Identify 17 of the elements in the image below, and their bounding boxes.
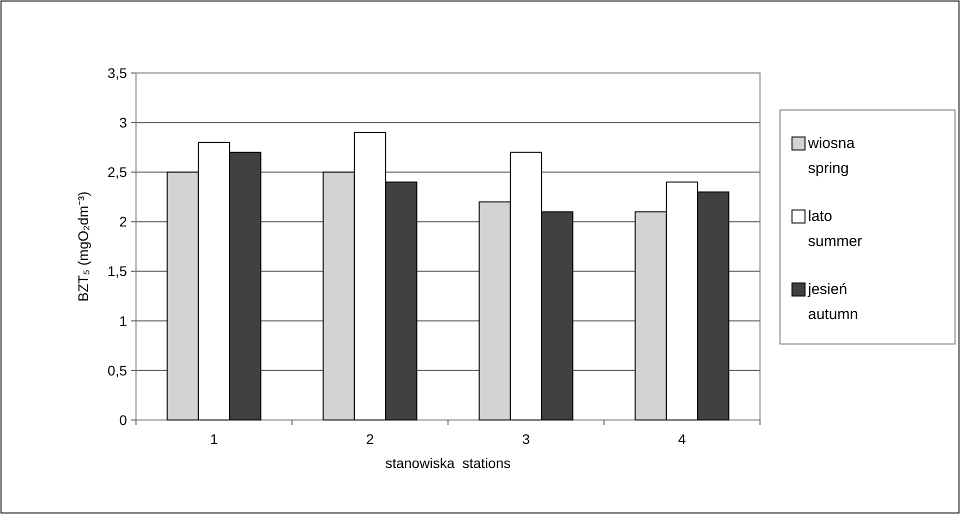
x-tick-label: 2 [366, 431, 374, 447]
legend-label: jesień autumn [807, 281, 858, 323]
y-tick-label: 1 [119, 312, 128, 329]
x-axis-title: stanowiska stations [385, 455, 511, 471]
x-tick-label: 1 [210, 431, 218, 447]
y-tick-label: 1,5 [108, 263, 128, 280]
y-tick-label: 2 [119, 214, 128, 230]
legend-label: lato summer [808, 208, 862, 250]
y-tick-label: 3 [119, 114, 128, 130]
x-tick-label: 4 [678, 431, 686, 447]
y-tick-label: 2,5 [108, 164, 128, 180]
legend-label: wiosna spring [807, 135, 856, 177]
y-tick-label: 3,5 [108, 64, 128, 81]
y-tick-label: 0 [119, 412, 128, 428]
y-axis-title: BZT₅ (mgO₂dm⁻³) [75, 191, 91, 302]
y-tick-label: 0,5 [108, 362, 128, 378]
x-tick-label: 3 [522, 431, 530, 447]
